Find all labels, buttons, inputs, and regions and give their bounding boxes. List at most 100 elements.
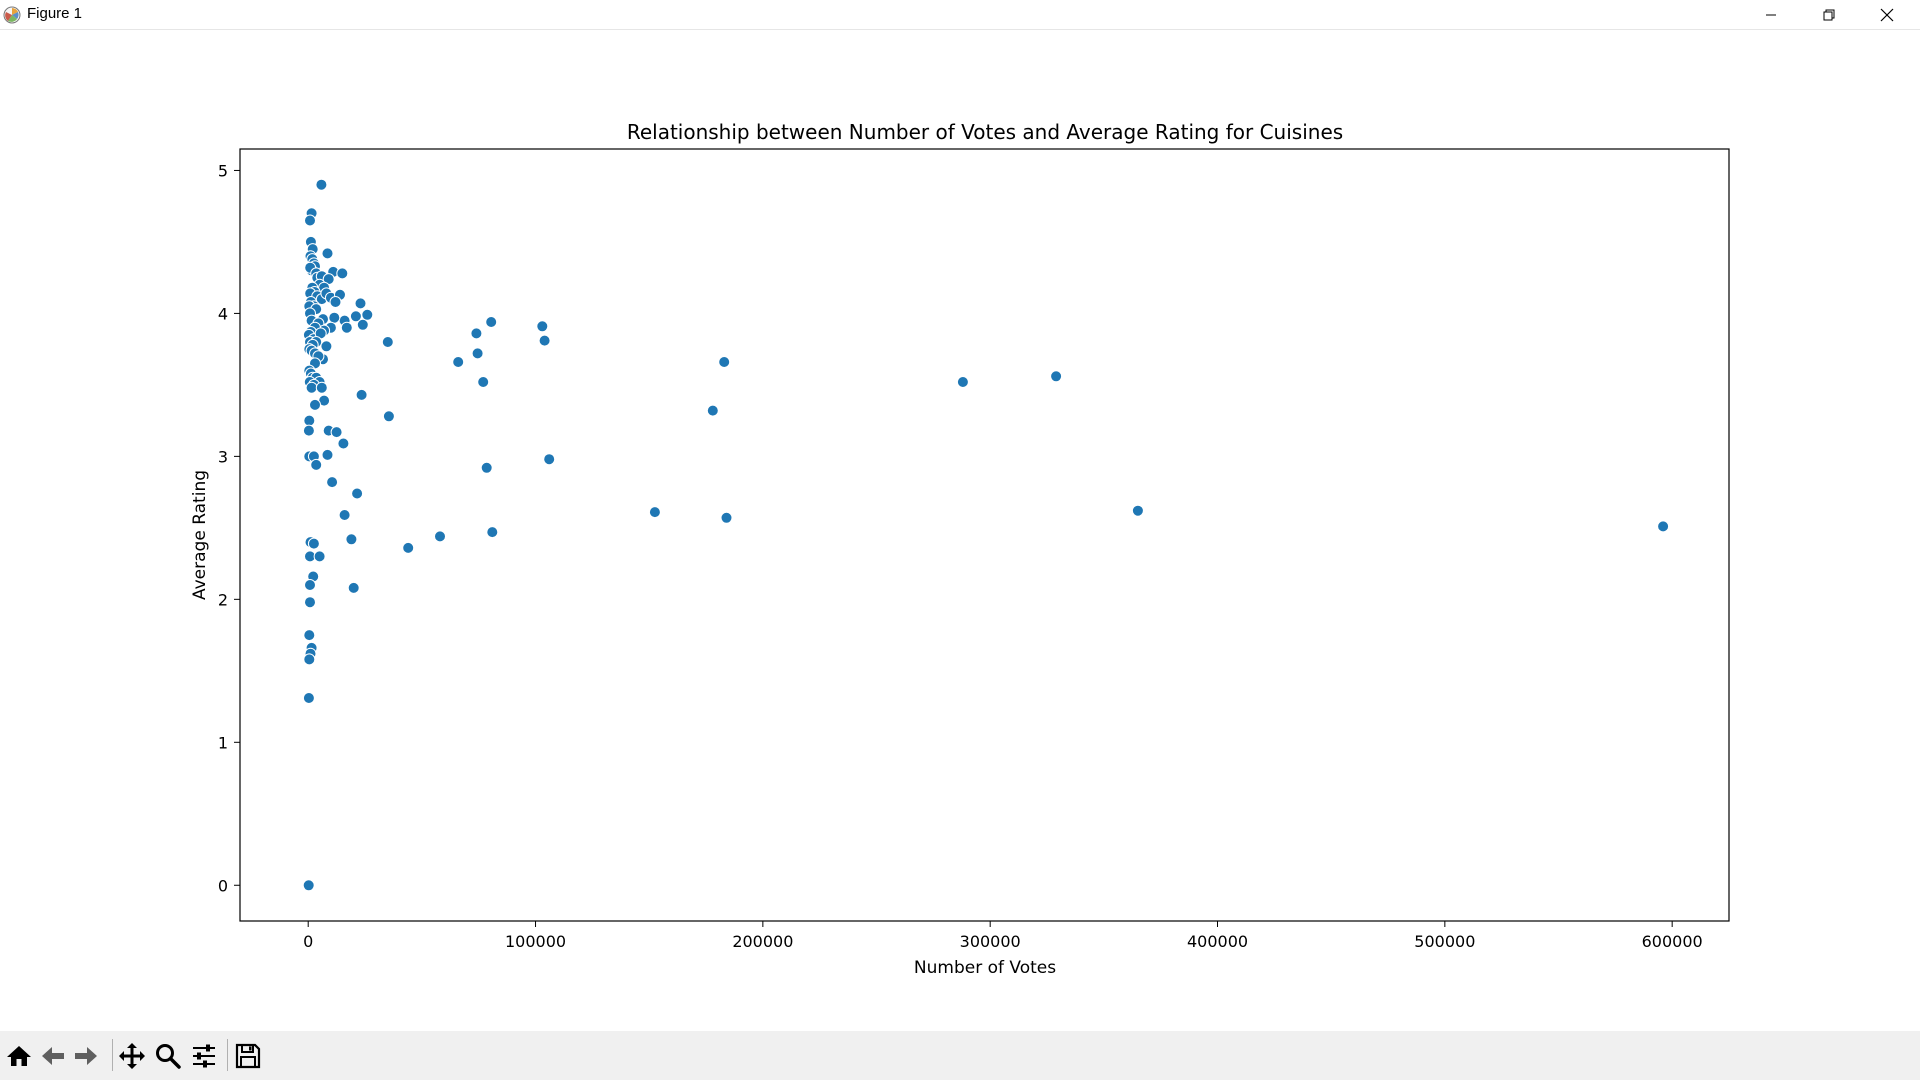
data-point <box>337 437 350 450</box>
data-point <box>304 596 316 609</box>
data-point <box>381 336 394 348</box>
data-point <box>470 327 483 340</box>
data-point <box>304 214 316 227</box>
data-point <box>321 247 334 260</box>
pan-icon <box>119 1043 145 1069</box>
window-title-bar: Figure 1 <box>0 0 1920 30</box>
data-point <box>718 356 731 368</box>
data-point <box>328 311 341 324</box>
data-point <box>315 381 328 394</box>
data-point <box>305 381 318 394</box>
minimize-button[interactable] <box>1742 0 1800 29</box>
plot-frame <box>239 148 1730 922</box>
data-point <box>356 318 369 331</box>
data-point <box>538 334 551 347</box>
x-tick-label: 100000 <box>505 932 566 951</box>
save-icon <box>235 1043 261 1069</box>
data-point <box>345 533 358 546</box>
back-arrow-icon <box>42 1047 64 1065</box>
data-point <box>382 410 395 423</box>
minimize-icon <box>1766 14 1776 15</box>
data-point <box>486 526 499 539</box>
data-point <box>315 178 328 191</box>
y-axis-ticks: 0 1 2 3 4 5 <box>218 161 240 895</box>
y-tick-label: 4 <box>218 304 228 323</box>
x-axis-ticks: 0 100000 200000 300000 400000 500000 600000 <box>303 921 1703 951</box>
toolbar-separator <box>112 1039 113 1071</box>
figure-canvas: Relationship between Number of Votes and… <box>0 30 1920 1031</box>
data-point <box>302 879 315 892</box>
data-point <box>340 321 353 334</box>
data-point <box>302 692 315 704</box>
data-point <box>720 511 733 524</box>
data-point <box>302 424 315 437</box>
data-point <box>349 310 362 323</box>
save-button[interactable] <box>232 1041 264 1071</box>
data-point <box>536 320 549 333</box>
data-point <box>313 550 326 563</box>
configure-subplots-button[interactable] <box>188 1041 220 1071</box>
data-point <box>307 537 320 550</box>
data-point <box>543 453 556 466</box>
data-point <box>477 376 490 388</box>
data-point <box>320 340 333 353</box>
restore-button[interactable] <box>1800 0 1858 29</box>
data-point <box>434 530 446 543</box>
data-point <box>347 581 360 594</box>
data-point <box>706 404 719 417</box>
x-tick-label: 500000 <box>1414 932 1475 951</box>
data-point <box>351 487 364 500</box>
home-button[interactable] <box>3 1041 35 1071</box>
matplotlib-icon <box>3 6 21 24</box>
data-point <box>956 376 969 388</box>
y-tick-label: 2 <box>218 590 228 609</box>
data-point <box>303 629 316 642</box>
pan-button[interactable] <box>116 1041 148 1071</box>
forward-arrow-icon <box>75 1047 97 1065</box>
home-icon <box>7 1046 31 1066</box>
data-point <box>1657 520 1670 533</box>
zoom-button[interactable] <box>152 1041 184 1071</box>
y-tick-label: 1 <box>218 733 228 752</box>
data-points <box>302 178 1670 892</box>
x-tick-label: 400000 <box>1187 932 1248 951</box>
data-point <box>1050 370 1063 383</box>
x-axis-label: Number of Votes <box>914 958 1056 978</box>
data-point <box>321 448 334 461</box>
y-tick-label: 0 <box>218 876 228 895</box>
data-point <box>452 356 465 368</box>
data-point <box>303 414 316 427</box>
data-point <box>480 461 493 474</box>
x-tick-label: 0 <box>303 932 313 951</box>
data-point <box>355 388 368 401</box>
data-point <box>310 458 323 471</box>
close-icon <box>1880 8 1894 21</box>
data-point <box>330 426 343 439</box>
forward-button[interactable] <box>70 1041 102 1071</box>
back-button[interactable] <box>37 1041 69 1071</box>
chart-title: Relationship between Number of Votes and… <box>627 120 1343 144</box>
window-title: Figure 1 <box>27 5 83 22</box>
scatter-chart: Relationship between Number of Votes and… <box>190 120 1730 978</box>
close-button[interactable] <box>1858 0 1916 29</box>
x-tick-label: 600000 <box>1642 932 1703 951</box>
y-tick-label: 3 <box>218 447 228 466</box>
x-tick-label: 200000 <box>732 932 793 951</box>
y-tick-label: 5 <box>218 161 228 180</box>
data-point <box>304 579 316 591</box>
data-point <box>336 267 349 280</box>
restore-icon <box>1823 9 1835 20</box>
data-point <box>485 316 498 328</box>
x-tick-label: 300000 <box>960 932 1021 951</box>
navigation-toolbar <box>0 1031 1920 1080</box>
configure-subplots-icon <box>193 1044 215 1068</box>
y-axis-label: Average Rating <box>190 470 210 600</box>
data-point <box>338 509 351 521</box>
data-point <box>402 541 415 554</box>
data-point <box>303 653 316 666</box>
toolbar-separator <box>227 1039 228 1071</box>
zoom-icon <box>156 1044 181 1069</box>
data-point <box>1131 504 1144 517</box>
data-point <box>354 297 367 310</box>
data-point <box>361 308 374 321</box>
